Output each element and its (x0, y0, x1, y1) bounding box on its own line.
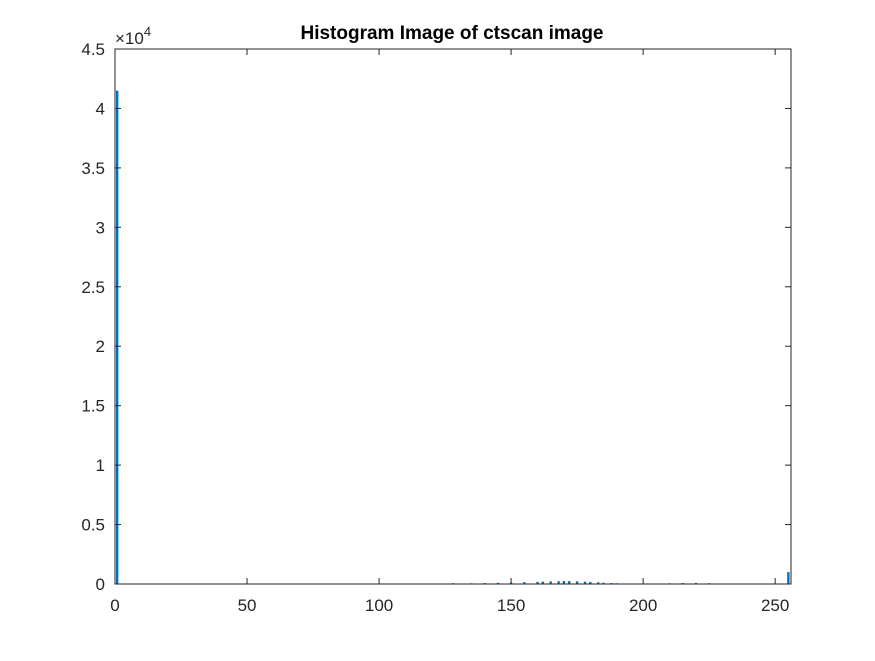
histogram-bar (557, 581, 560, 584)
x-tick-label: 0 (110, 596, 119, 615)
histogram-bar (549, 581, 552, 584)
x-tick-label: 250 (761, 596, 789, 615)
y-tick-label: 1.5 (81, 397, 105, 416)
histogram-bar (575, 581, 579, 584)
y-tick-label: 3.5 (81, 159, 105, 178)
histogram-bar (523, 582, 526, 584)
y-tick-label: 0 (96, 575, 105, 594)
y-tick-label: 0.5 (81, 516, 105, 535)
y-exponent-power: 4 (144, 24, 151, 39)
y-exponent-label: ×104 (115, 24, 151, 48)
x-axis-ticks: 0 50 100 150 200 250 (110, 49, 789, 615)
y-tick-label: 1 (96, 456, 105, 475)
histogram-bar (597, 582, 600, 584)
histogram-bar (694, 582, 698, 584)
y-tick-label: 3 (96, 218, 105, 237)
x-tick-label: 200 (629, 596, 657, 615)
y-exponent-base: ×10 (115, 29, 144, 48)
histogram-bar (562, 581, 566, 584)
y-tick-label: 2 (96, 337, 105, 356)
y-tick-label: 2.5 (81, 278, 105, 297)
histogram-bar (536, 581, 539, 584)
x-tick-label: 50 (238, 596, 257, 615)
histogram-bar (787, 572, 790, 584)
x-tick-label: 100 (365, 596, 393, 615)
y-tick-label: 4.5 (81, 40, 105, 59)
histogram-bar (496, 582, 500, 584)
y-tick-label: 4 (96, 99, 105, 118)
x-tick-label: 150 (497, 596, 525, 615)
histogram-bar (589, 581, 592, 584)
histogram-bar (541, 581, 544, 584)
histogram-bar (567, 581, 571, 584)
histogram-bar (116, 90, 119, 584)
axes-box (114, 48, 792, 585)
histogram-bar (602, 582, 605, 584)
histogram-bar (583, 581, 587, 584)
chart-title: Histogram Image of ctscan image (300, 23, 603, 44)
y-axis-ticks: 0 0.5 1 1.5 2 2.5 3 3.5 4 4.5 (81, 40, 791, 594)
